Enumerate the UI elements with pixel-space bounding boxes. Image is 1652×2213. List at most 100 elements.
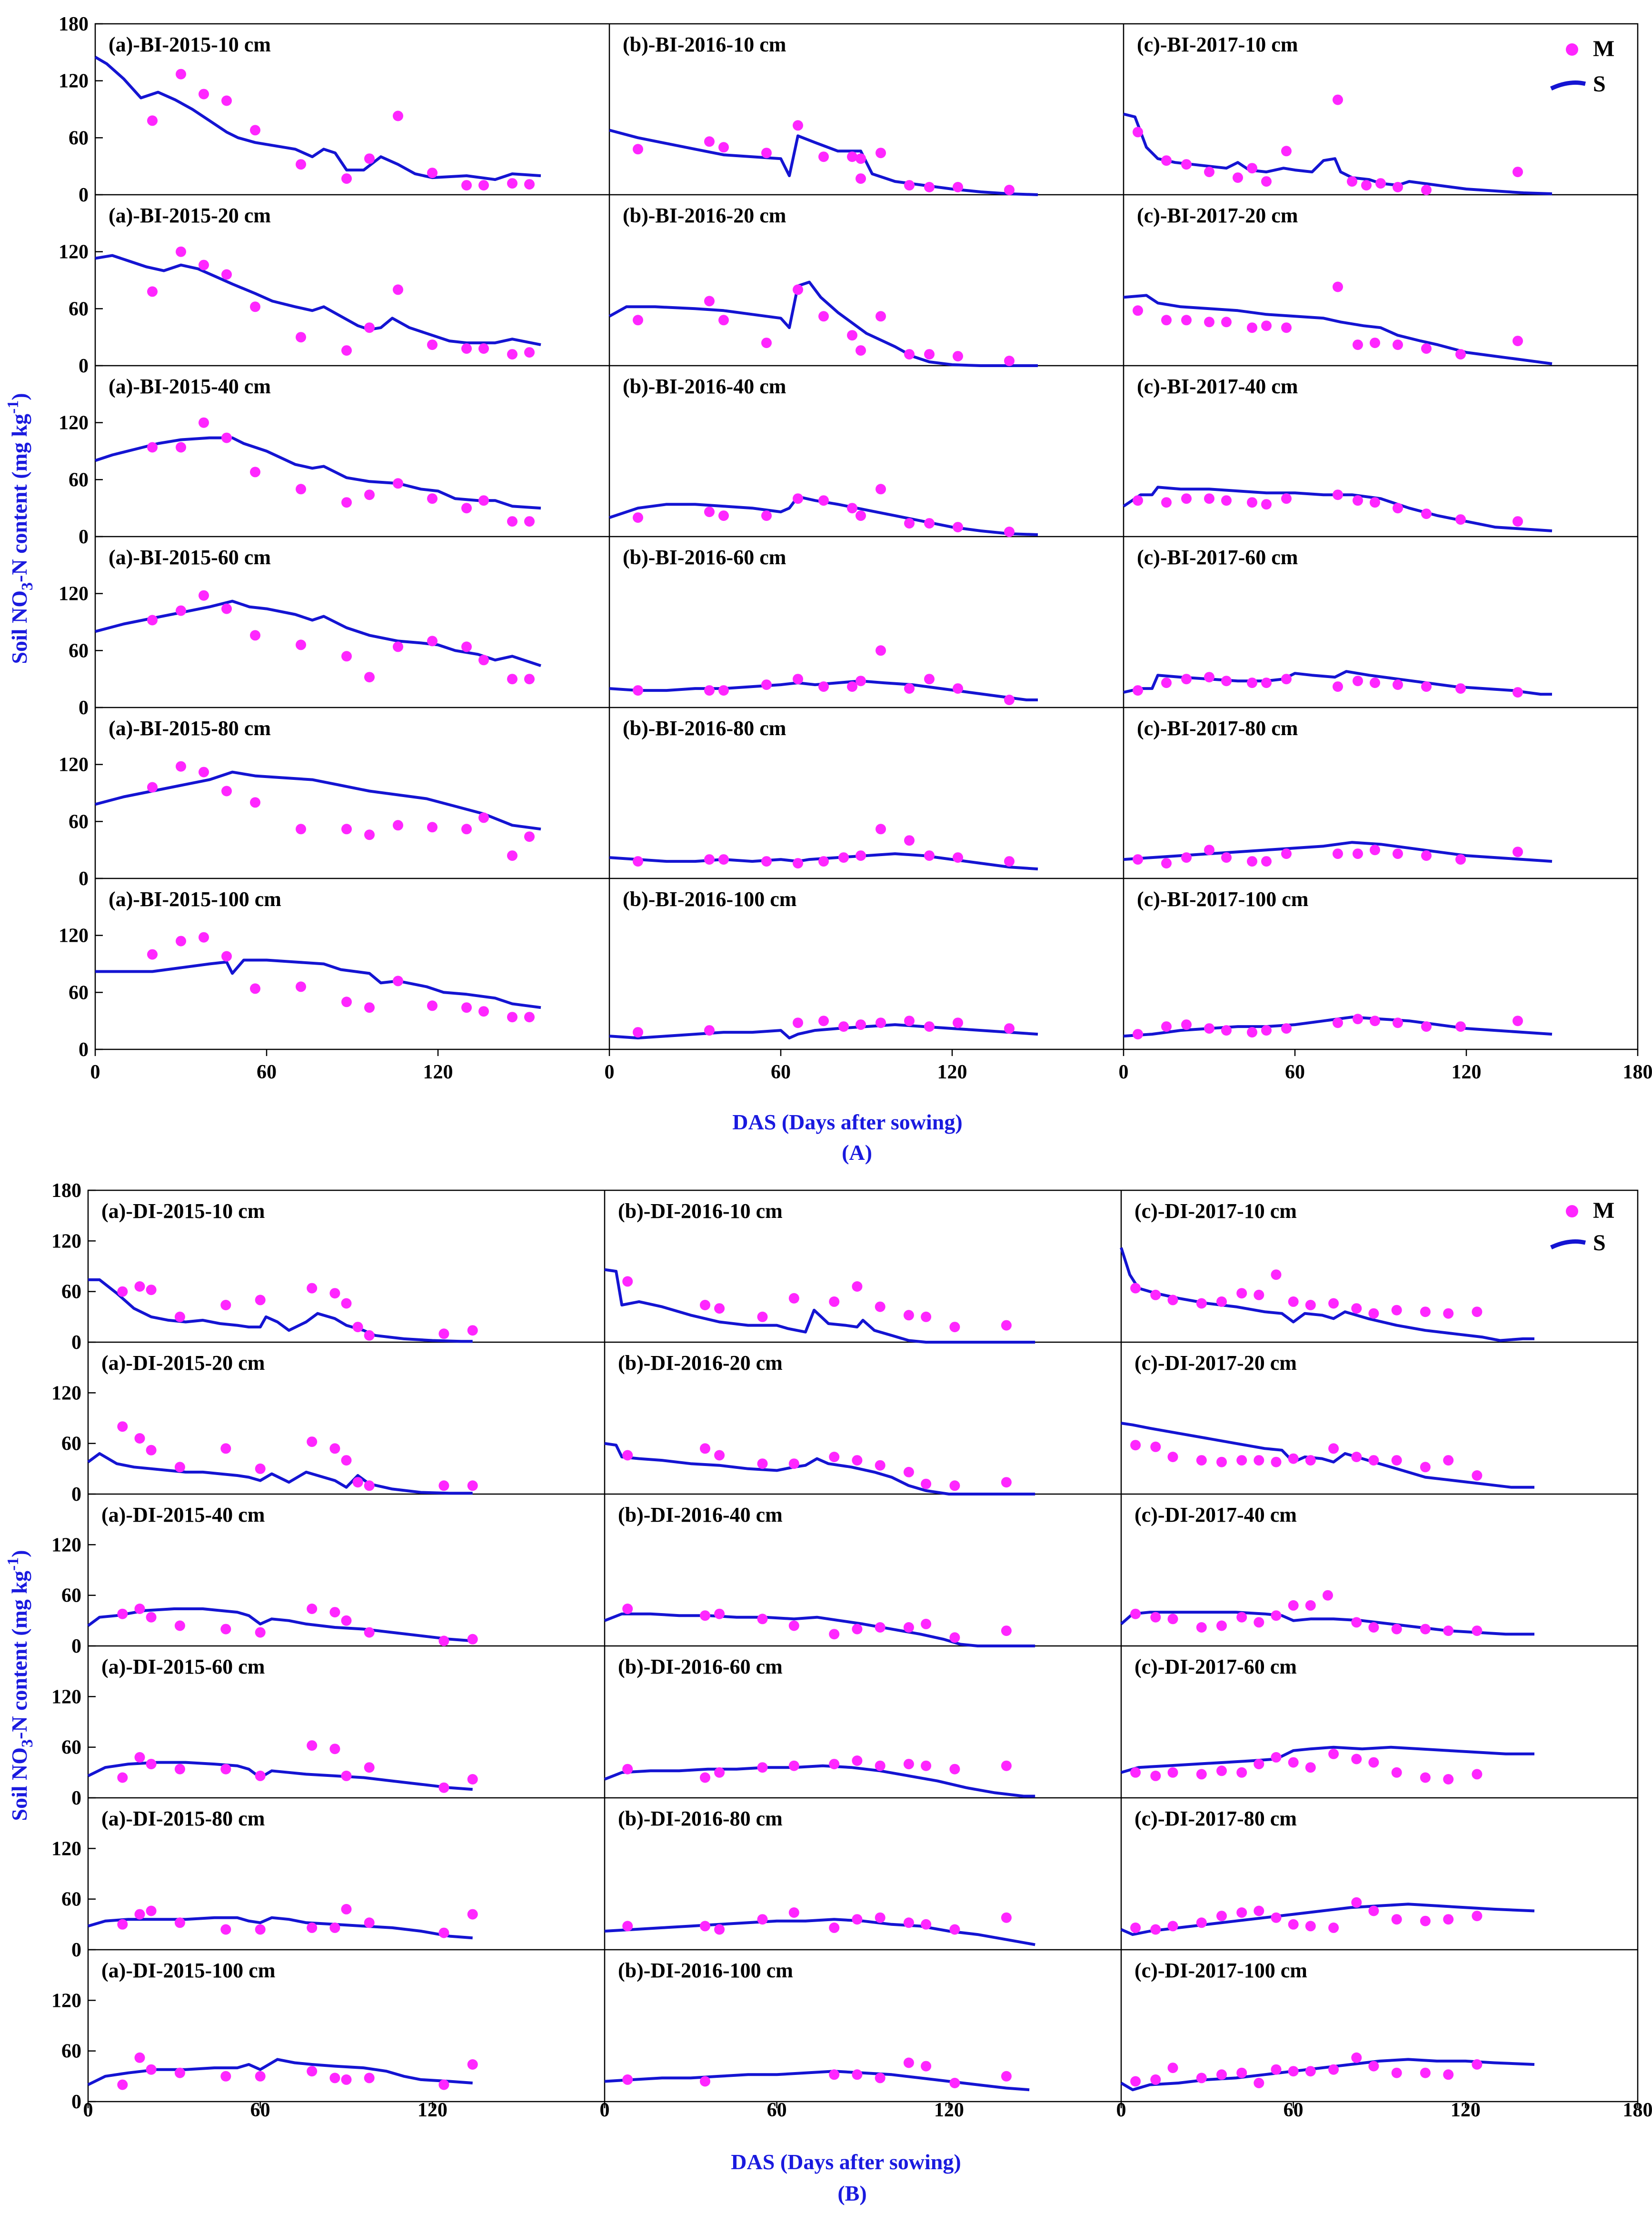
simulated-series-line <box>1123 841 1552 863</box>
measured-point <box>1351 2052 1362 2063</box>
measured-point <box>622 1604 633 1614</box>
measured-point <box>714 1767 725 1778</box>
measured-point <box>1443 1455 1454 1466</box>
measured-point <box>1455 854 1466 865</box>
measured-point <box>1161 155 1172 166</box>
measured-point <box>829 1759 840 1770</box>
measured-point <box>1333 281 1343 292</box>
measured-point <box>393 284 403 295</box>
measured-point <box>1161 315 1172 326</box>
measured-point <box>524 1012 535 1023</box>
measured-point <box>1271 1456 1282 1467</box>
measured-point <box>147 782 158 793</box>
measured-point <box>1216 1620 1227 1631</box>
measured-point <box>296 824 306 835</box>
measured-point <box>622 1276 633 1287</box>
measured-point <box>307 1740 318 1751</box>
measured-point <box>146 2064 157 2075</box>
measured-point <box>507 850 517 861</box>
panel-title: (c)-DI-2017-100 cm <box>1135 1959 1307 1982</box>
measured-point <box>117 1608 128 1619</box>
y-tick-label: 0 <box>79 697 89 719</box>
measured-point <box>1261 856 1272 867</box>
measured-point <box>176 442 186 453</box>
measured-point <box>921 1478 932 1489</box>
measured-point <box>507 1012 517 1023</box>
measured-point <box>1472 2059 1483 2070</box>
measured-point <box>714 1303 725 1314</box>
measured-point <box>1196 1622 1207 1633</box>
measured-point <box>329 2073 340 2083</box>
legend-measured-label: M <box>1593 1198 1614 1223</box>
y-tick-label: 60 <box>61 1585 81 1607</box>
measured-point <box>1204 167 1214 178</box>
measured-point <box>1196 1455 1207 1466</box>
measured-point <box>818 495 829 506</box>
measured-point <box>1247 497 1257 508</box>
measured-point <box>700 1300 710 1310</box>
panel-title: (c)-BI-2017-80 cm <box>1137 717 1298 740</box>
measured-point <box>1513 516 1523 527</box>
simulated-series-line <box>1123 294 1552 365</box>
panel-c-di-2017-20-cm: (c)-DI-2017-20 cm <box>1121 1351 1534 1489</box>
simulated-series-line <box>1121 1745 1534 1774</box>
measured-point <box>1393 848 1403 859</box>
simulated-series-line <box>1123 486 1552 532</box>
measured-point <box>507 516 517 527</box>
measured-point <box>1328 2064 1339 2075</box>
y-tick-label: 0 <box>79 868 89 890</box>
measured-point <box>852 1914 863 1925</box>
measured-point <box>1004 356 1015 366</box>
panel-a-bi-2015-80-cm: (a)-BI-2015-80 cm <box>95 717 541 861</box>
measured-point <box>1254 2078 1264 2088</box>
measured-point <box>1420 1624 1431 1635</box>
measured-point <box>1130 1283 1141 1294</box>
measured-point <box>329 1922 340 1933</box>
measured-point <box>467 1774 478 1784</box>
measured-point <box>478 343 489 354</box>
panel-b-bi-2016-40-cm: (b)-BI-2016-40 cm <box>609 375 1038 537</box>
measured-point <box>876 645 886 656</box>
measured-point <box>176 605 186 616</box>
measured-point <box>903 1466 914 1477</box>
measured-point <box>1150 1770 1161 1781</box>
measured-point <box>393 820 403 831</box>
simulated-series-line <box>87 1607 473 1643</box>
measured-point <box>904 1016 915 1027</box>
y-tick-label: 0 <box>71 1332 81 1354</box>
measured-point <box>761 679 772 690</box>
panel-title: (c)-BI-2017-40 cm <box>1137 375 1298 398</box>
y-tick-label: 0 <box>79 355 89 377</box>
measured-point <box>393 641 403 652</box>
measured-point <box>1455 514 1466 525</box>
measured-point <box>1130 1608 1141 1619</box>
measured-point <box>924 674 935 685</box>
measured-point <box>718 685 729 696</box>
legend-A: M S <box>1550 36 1614 97</box>
figure-A: 0 60 120 180 0 60 120 0 60 120 0 60 120 0 60 120 0 60 120 0… <box>59 13 1652 1083</box>
measured-point <box>921 1919 932 1930</box>
simulated-series-line <box>95 599 541 668</box>
measured-point <box>1347 176 1357 187</box>
measured-point <box>341 1455 352 1466</box>
measured-point <box>220 2071 231 2082</box>
measured-point <box>1161 678 1172 688</box>
measured-point <box>1196 1917 1207 1928</box>
measured-point <box>704 136 715 147</box>
measured-point <box>1133 305 1143 316</box>
x-tick-label: 60 <box>257 1061 277 1083</box>
x-tick-label: 120 <box>423 1061 453 1083</box>
measured-point <box>921 1311 932 1322</box>
measured-point <box>341 997 352 1007</box>
measured-point <box>903 2057 914 2068</box>
measured-point <box>1443 2069 1454 2080</box>
measured-point <box>838 852 849 863</box>
panel-b-di-2016-80-cm: (b)-DI-2016-80 cm <box>604 1807 1035 1946</box>
measured-point <box>921 2061 932 2072</box>
measured-point <box>427 636 438 647</box>
measured-point <box>1333 848 1343 859</box>
measured-point <box>364 153 375 164</box>
measured-point <box>341 1770 352 1781</box>
measured-point <box>427 1000 438 1011</box>
measured-point <box>633 315 643 326</box>
